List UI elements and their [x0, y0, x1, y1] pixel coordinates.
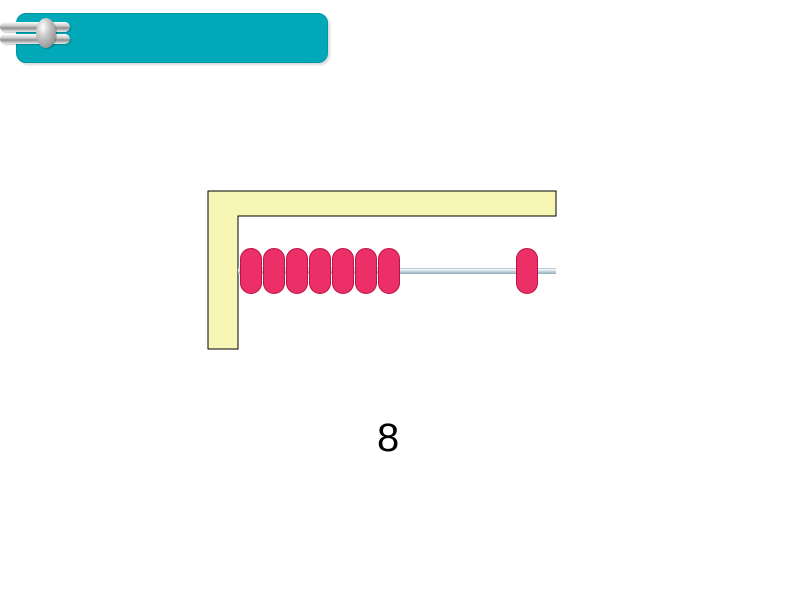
abacus-frame [0, 0, 794, 596]
bead[interactable] [332, 248, 354, 294]
stage: 8 [0, 0, 794, 596]
bead[interactable] [516, 248, 538, 294]
bead[interactable] [309, 248, 331, 294]
bead[interactable] [286, 248, 308, 294]
bead[interactable] [378, 248, 400, 294]
bead[interactable] [240, 248, 262, 294]
count-number: 8 [377, 416, 399, 461]
bead[interactable] [263, 248, 285, 294]
bead[interactable] [355, 248, 377, 294]
